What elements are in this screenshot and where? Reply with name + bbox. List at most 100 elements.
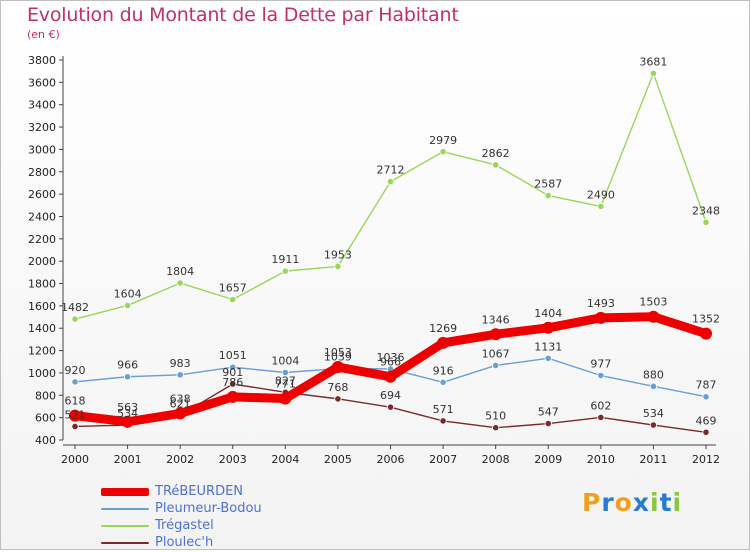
data-point	[384, 370, 397, 383]
data-label: 547	[538, 406, 559, 419]
data-point	[647, 310, 660, 323]
x-tick-label: 2012	[692, 453, 720, 466]
data-label: 771	[275, 378, 296, 391]
data-point	[492, 424, 500, 432]
x-tick-label: 2009	[534, 453, 562, 466]
data-point	[176, 371, 184, 379]
y-tick-label: 3000	[28, 143, 56, 156]
data-point	[649, 69, 658, 77]
data-point	[123, 301, 132, 310]
data-label: 621	[170, 397, 191, 410]
data-point	[492, 161, 500, 169]
data-point	[594, 311, 607, 324]
x-tick-label: 2002	[166, 453, 194, 466]
data-point	[386, 178, 395, 186]
legend-swatch	[101, 525, 149, 527]
data-point	[439, 378, 447, 386]
y-tick-label: 2400	[28, 210, 56, 223]
data-label: 1604	[114, 287, 142, 300]
logo-letter: i	[672, 488, 683, 517]
x-tick-label: 2006	[377, 453, 405, 466]
x-tick-label: 2010	[587, 453, 615, 466]
logo-letter: P	[582, 488, 602, 517]
chart-title: Evolution du Montant de la Dette par Hab…	[27, 4, 459, 26]
x-tick-label: 2003	[219, 453, 247, 466]
data-label: 920	[65, 364, 86, 377]
data-point	[69, 409, 81, 422]
y-tick-label: 1000	[28, 367, 56, 380]
proxiti-logo: Proxiti	[582, 488, 682, 517]
data-point	[176, 279, 184, 287]
data-point	[544, 419, 552, 428]
data-point	[489, 328, 502, 341]
data-point	[71, 378, 79, 386]
data-point	[544, 354, 552, 362]
y-tick-label: 3200	[28, 121, 56, 134]
data-point	[702, 218, 710, 226]
logo-letter: x	[632, 488, 650, 517]
data-label: 2862	[482, 147, 510, 160]
data-point	[71, 422, 79, 431]
data-point	[334, 395, 342, 403]
data-label: 827	[275, 374, 296, 387]
data-point	[597, 371, 605, 380]
logo-letter: r	[601, 488, 615, 517]
data-label: 571	[433, 403, 454, 416]
data-label: 1346	[482, 313, 510, 326]
data-point	[229, 363, 237, 371]
y-tick-label: 2600	[28, 188, 56, 201]
data-point	[700, 327, 712, 340]
data-label: 618	[65, 395, 86, 408]
y-tick-label: 1400	[28, 322, 56, 335]
data-label: 563	[117, 401, 138, 414]
data-point	[702, 428, 710, 436]
data-point	[229, 380, 237, 388]
y-tick-label: 3400	[28, 99, 56, 112]
data-label: 916	[433, 364, 454, 377]
chart-subtitle: (en €)	[27, 28, 60, 41]
logo-letter: i	[650, 488, 660, 517]
x-tick-label: 2001	[114, 453, 142, 466]
x-tick-label: 2007	[429, 453, 457, 466]
y-tick-label: 3600	[28, 76, 56, 89]
y-tick-label: 2800	[28, 166, 56, 179]
data-label: 2587	[534, 178, 562, 191]
data-label: 983	[170, 357, 191, 370]
legend-swatch	[101, 488, 149, 496]
data-point	[174, 407, 187, 420]
y-tick-label: 1600	[28, 300, 56, 313]
data-label: 768	[327, 381, 348, 394]
x-tick-label: 2005	[324, 453, 352, 466]
data-label: 1352	[692, 313, 720, 326]
data-point	[386, 403, 395, 411]
data-label: 694	[380, 389, 401, 402]
legend-swatch	[101, 508, 149, 510]
y-tick-label: 600	[35, 412, 56, 425]
data-label: 2490	[587, 188, 615, 201]
data-point	[597, 202, 605, 211]
data-point	[439, 417, 447, 425]
data-point	[331, 361, 344, 374]
data-point	[542, 321, 555, 334]
data-point	[597, 413, 605, 422]
legend-swatch	[101, 542, 149, 544]
data-label: 1657	[219, 282, 247, 295]
data-label: 1404	[534, 307, 562, 320]
logo-letter: t	[659, 488, 673, 517]
data-label: 521	[65, 408, 86, 421]
data-label: 638	[170, 392, 191, 405]
legend-label: Pleumeur-Bodou	[155, 501, 262, 516]
y-tick-label: 800	[35, 389, 56, 402]
data-label: 534	[117, 407, 138, 420]
data-label: 880	[643, 368, 664, 381]
y-tick-label: 2200	[28, 233, 56, 246]
data-label: 1911	[271, 253, 299, 266]
data-label: 787	[696, 379, 717, 392]
data-label: 510	[485, 410, 506, 423]
data-point	[281, 368, 289, 377]
data-label: 1804	[166, 265, 194, 278]
data-point	[649, 382, 658, 390]
y-tick-label: 400	[35, 434, 56, 447]
data-point	[121, 415, 134, 428]
